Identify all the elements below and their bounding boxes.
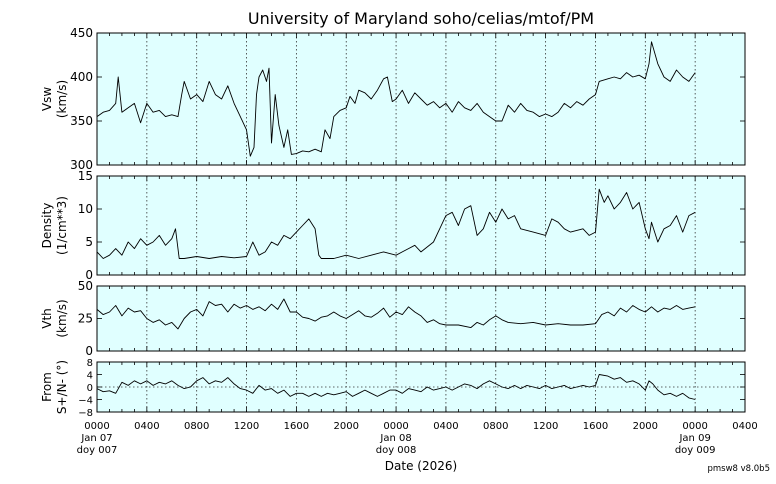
y-tick-label: −4 bbox=[78, 396, 93, 407]
y-tick-label: 5 bbox=[85, 235, 93, 249]
x-tick-label: 1600 bbox=[583, 421, 608, 432]
y-axis-label: Vsw bbox=[40, 87, 54, 111]
x-date-label: Jan 07 bbox=[80, 433, 112, 444]
y-tick-label: 0 bbox=[85, 344, 93, 358]
panel-vsw: 300 350 400 450 Vsw (km/s) bbox=[40, 26, 746, 172]
x-doy-label: doy 008 bbox=[376, 445, 417, 456]
y-axis-unit: (1/cm**3) bbox=[55, 196, 69, 255]
panel-flow: −8−4 04 8 From S+/N- (°) bbox=[40, 358, 746, 419]
x-date-label: Jan 09 bbox=[678, 433, 710, 444]
y-axis-label: Density bbox=[40, 203, 54, 249]
x-axis-label: Date (2026) bbox=[385, 459, 457, 473]
y-tick-label: 4 bbox=[87, 371, 93, 382]
y-tick-label: 15 bbox=[78, 169, 93, 183]
x-doy-label: doy 007 bbox=[77, 445, 118, 456]
y-tick-label: 450 bbox=[70, 26, 93, 40]
y-tick-label: 10 bbox=[78, 202, 93, 216]
panel-frame bbox=[96, 361, 746, 413]
y-tick-label: 0 bbox=[85, 268, 93, 282]
x-date-label: Jan 08 bbox=[379, 433, 411, 444]
panel-background bbox=[97, 286, 745, 351]
y-tick-label: 400 bbox=[70, 70, 93, 84]
x-tick-label: 2000 bbox=[334, 421, 359, 432]
y-axis-label: From bbox=[40, 372, 54, 402]
x-tick-label: 0000 bbox=[383, 421, 408, 432]
panel-density: 0 5 10 15 Density (1/cm**3) bbox=[40, 169, 746, 282]
y-axis-unit: (km/s) bbox=[55, 299, 69, 337]
panel-background bbox=[97, 176, 745, 275]
y-axis-unit: S+/N- (°) bbox=[55, 360, 69, 414]
x-tick-label: 1200 bbox=[533, 421, 558, 432]
y-axis-unit: (km/s) bbox=[55, 80, 69, 118]
series-line-vth bbox=[96, 298, 696, 330]
chart-title: University of Maryland soho/celias/mtof/… bbox=[248, 9, 594, 28]
panel-frame bbox=[96, 285, 746, 352]
x-tick-label: 0800 bbox=[483, 421, 508, 432]
x-tick-label: 1200 bbox=[234, 421, 259, 432]
y-tick-label: −8 bbox=[78, 408, 93, 419]
x-tick-label: 0400 bbox=[433, 421, 458, 432]
x-tick-label: 1600 bbox=[284, 421, 309, 432]
y-tick-label: 25 bbox=[78, 312, 93, 326]
series-line-vsw bbox=[96, 41, 696, 157]
x-tick-label: 0800 bbox=[184, 421, 209, 432]
x-tick-label: 0000 bbox=[84, 421, 109, 432]
x-tick-label: 0400 bbox=[732, 421, 757, 432]
series-line-density bbox=[96, 188, 696, 259]
y-tick-label: 300 bbox=[70, 158, 93, 172]
panel-frame bbox=[96, 175, 746, 276]
x-doy-label: doy 009 bbox=[675, 445, 716, 456]
y-tick-label: 8 bbox=[87, 358, 93, 369]
y-tick-label: 50 bbox=[78, 279, 93, 293]
y-tick-label: 350 bbox=[70, 114, 93, 128]
panel-vth: 0 25 50 Vth (km/s) bbox=[40, 279, 746, 358]
panel-frame bbox=[96, 32, 746, 166]
x-tick-label: 0000 bbox=[682, 421, 707, 432]
series-line-flow bbox=[96, 374, 696, 400]
version-label: pmsw8 v8.0b5 bbox=[707, 464, 770, 474]
x-tick-label: 2000 bbox=[633, 421, 658, 432]
y-axis-label: Vth bbox=[40, 308, 54, 329]
y-tick-label: 0 bbox=[87, 383, 93, 394]
x-tick-label: 0400 bbox=[134, 421, 159, 432]
